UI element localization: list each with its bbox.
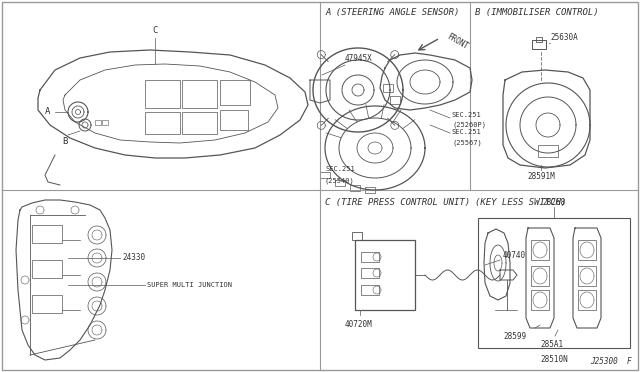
Bar: [32, 225, 62, 243]
Text: (25567): (25567): [452, 139, 482, 145]
Text: SEC.251: SEC.251: [325, 166, 355, 172]
Text: B: B: [62, 137, 68, 146]
Bar: [95, 120, 101, 125]
Text: 28268: 28268: [543, 198, 566, 207]
Bar: [578, 266, 596, 286]
Text: 40720M: 40720M: [345, 320, 372, 329]
Bar: [335, 180, 345, 186]
Bar: [182, 80, 217, 108]
Bar: [145, 80, 180, 108]
Text: SEC.251: SEC.251: [452, 129, 482, 135]
Bar: [220, 110, 248, 130]
Bar: [538, 145, 558, 157]
Bar: [531, 290, 549, 310]
Bar: [361, 285, 379, 295]
Bar: [361, 268, 379, 278]
Text: 28510N: 28510N: [540, 355, 568, 364]
Bar: [361, 252, 379, 262]
Text: J25300  F: J25300 F: [590, 357, 632, 366]
Bar: [352, 232, 362, 240]
Text: 285A1: 285A1: [540, 340, 563, 349]
Bar: [578, 290, 596, 310]
Text: (25260P): (25260P): [452, 122, 486, 128]
Bar: [145, 112, 180, 134]
Text: 28599: 28599: [503, 332, 526, 341]
Bar: [478, 218, 630, 348]
Text: SUPER MULTI JUNCTION: SUPER MULTI JUNCTION: [147, 282, 232, 288]
Bar: [531, 240, 549, 260]
Text: C: C: [152, 26, 157, 35]
Text: 40740: 40740: [503, 250, 526, 260]
Text: (KEY LESS SWITCH): (KEY LESS SWITCH): [475, 198, 566, 207]
Bar: [32, 260, 62, 278]
Text: A (STEERING ANGLE SENSOR): A (STEERING ANGLE SENSOR): [325, 8, 460, 17]
Text: 24330: 24330: [122, 253, 145, 263]
Text: SEC.251: SEC.251: [452, 112, 482, 118]
Bar: [390, 96, 400, 104]
Text: A: A: [45, 108, 50, 116]
Text: C (TIRE PRESS CONTROL UNIT): C (TIRE PRESS CONTROL UNIT): [325, 198, 470, 207]
Bar: [578, 240, 596, 260]
Text: (25540): (25540): [325, 178, 355, 185]
Text: 25630A: 25630A: [550, 33, 578, 42]
Text: B (IMMOBILISER CONTROL): B (IMMOBILISER CONTROL): [475, 8, 598, 17]
Bar: [531, 266, 549, 286]
Bar: [536, 37, 542, 42]
Bar: [365, 187, 375, 193]
Bar: [383, 84, 393, 92]
Bar: [102, 120, 108, 125]
Text: FRONT: FRONT: [445, 32, 470, 52]
Text: 28591M: 28591M: [527, 172, 555, 181]
Bar: [532, 40, 546, 49]
Bar: [320, 172, 330, 178]
Bar: [350, 185, 360, 191]
Bar: [220, 80, 250, 105]
Bar: [355, 240, 415, 310]
Bar: [182, 112, 217, 134]
Text: 47945X: 47945X: [345, 54, 372, 63]
Bar: [32, 295, 62, 313]
